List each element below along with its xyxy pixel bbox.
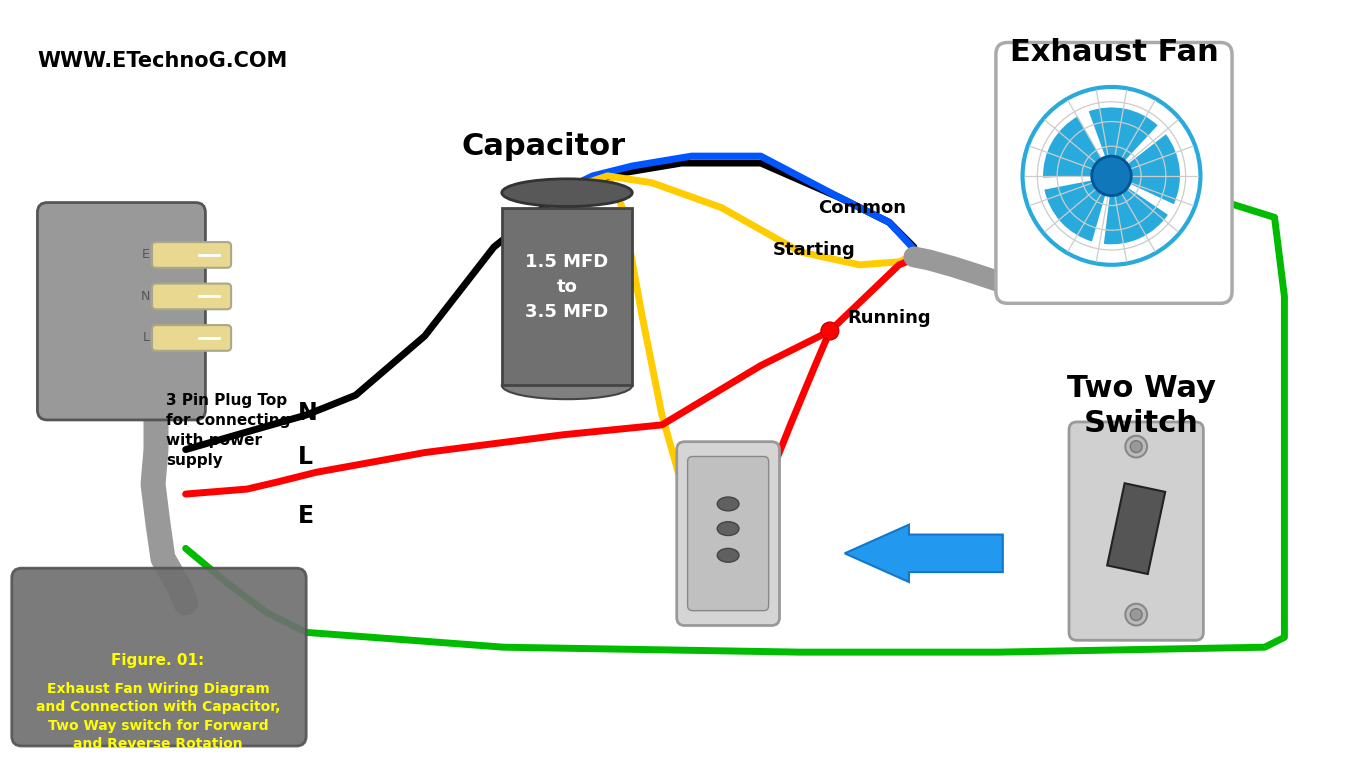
Text: E: E [142,248,150,261]
Text: Running: Running [848,310,932,327]
Text: Capacitor: Capacitor [462,132,626,161]
Text: 3 Pin Plug Top
for connecting
with power
supply: 3 Pin Plug Top for connecting with power… [165,393,290,468]
FancyBboxPatch shape [152,242,231,268]
Text: E: E [298,504,314,528]
Circle shape [821,322,839,340]
Ellipse shape [501,179,632,207]
FancyBboxPatch shape [996,42,1232,303]
Circle shape [1126,435,1147,458]
Text: N: N [141,290,150,303]
Text: Figure. 01:: Figure. 01: [112,653,205,667]
Bar [501,207,632,386]
Wedge shape [1112,134,1180,205]
Circle shape [1126,604,1147,625]
Text: L: L [298,445,313,468]
FancyBboxPatch shape [37,203,205,420]
Text: 1.5 MFD
to
3.5 MFD: 1.5 MFD to 3.5 MFD [526,253,609,320]
FancyBboxPatch shape [12,568,306,746]
Wedge shape [1104,176,1169,245]
FancyBboxPatch shape [152,283,231,310]
FancyBboxPatch shape [676,442,780,625]
Ellipse shape [717,521,739,535]
Ellipse shape [717,497,739,511]
Circle shape [1130,609,1142,621]
Text: Common: Common [818,198,906,217]
Text: L: L [143,332,150,344]
Wedge shape [1042,115,1112,178]
Text: N: N [298,401,318,425]
Wedge shape [1044,176,1112,243]
Ellipse shape [501,372,632,399]
FancyBboxPatch shape [152,325,231,351]
Text: WWW.ETechnoG.COM: WWW.ETechnoG.COM [37,51,288,71]
Circle shape [1130,441,1142,452]
Ellipse shape [717,548,739,562]
Wedge shape [1087,107,1158,176]
Text: Exhaust Fan Wiring Diagram
and Connection with Capacitor,
Two Way switch for For: Exhaust Fan Wiring Diagram and Connectio… [36,682,280,751]
Text: Starting: Starting [773,241,855,259]
Circle shape [1023,87,1201,265]
Text: Two Way
Switch: Two Way Switch [1067,373,1216,439]
Text: Exhaust Fan: Exhaust Fan [1009,38,1218,67]
FancyBboxPatch shape [1070,422,1203,641]
Polygon shape [1108,483,1165,574]
FancyBboxPatch shape [687,456,769,611]
Circle shape [1091,156,1131,196]
FancyArrow shape [844,525,1003,582]
